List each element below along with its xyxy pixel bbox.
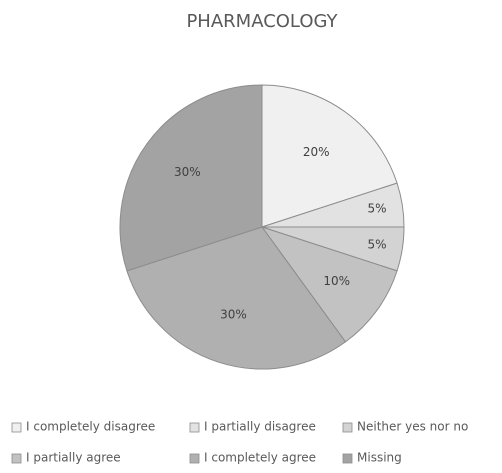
data-label: 30% <box>220 307 247 321</box>
legend-swatch <box>189 422 200 433</box>
legend-label: Missing <box>357 451 402 465</box>
pie-slice <box>261 84 398 228</box>
legend-label: I partially agree <box>26 451 121 465</box>
legend-swatch <box>11 422 22 433</box>
legend-swatch <box>342 422 353 433</box>
legend-label: I completely disagree <box>26 420 155 434</box>
data-label: 10% <box>323 274 350 288</box>
legend-swatch <box>11 453 22 464</box>
pie-slice <box>119 84 263 272</box>
legend-label: I completely agree <box>204 451 316 465</box>
legend-swatch <box>342 453 353 464</box>
data-label: 5% <box>367 238 386 252</box>
data-label: 5% <box>367 201 386 215</box>
data-label: 30% <box>174 165 201 179</box>
pie-slice <box>260 226 398 343</box>
legend-label: I partially disagree <box>204 420 316 434</box>
chart-title: PHARMACOLOGY <box>186 11 338 32</box>
legend-swatch <box>189 453 200 464</box>
pie-slice <box>126 226 347 370</box>
data-label: 20% <box>303 145 330 159</box>
legend-label: Neither yes nor no <box>357 420 468 434</box>
